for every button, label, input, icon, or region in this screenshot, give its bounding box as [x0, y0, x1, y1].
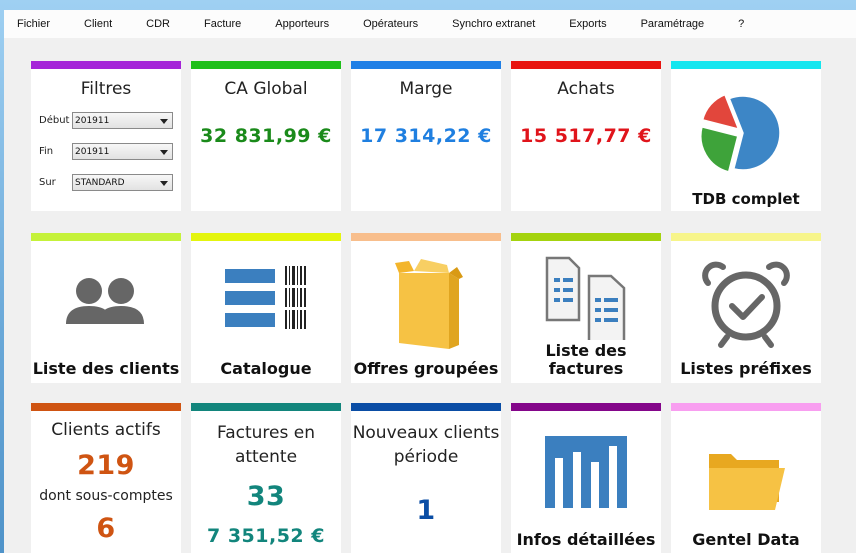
tdb-label: TDB complet [692, 190, 800, 208]
filter-sur-select[interactable]: STANDARD [72, 174, 173, 191]
filter-fin-label: Fin [39, 146, 54, 157]
filter-debut-select[interactable]: 201911 [72, 112, 173, 129]
nouveaux-color-bar [351, 403, 501, 411]
offres-label: Offres groupées [353, 359, 499, 378]
factures-label-line1: Liste des [545, 341, 627, 360]
menu-apporteurs[interactable]: Apporteurs [275, 18, 330, 30]
clients-label: Liste des clients [32, 359, 180, 378]
offres-groupees-tile[interactable]: Offres groupées [351, 233, 501, 383]
filter-fin-value: 201911 [75, 147, 110, 157]
ca-color-bar [191, 61, 341, 69]
achats-title: Achats [557, 79, 615, 99]
factures-attente-tile[interactable]: Factures en attente 33 7 351,52 € [191, 403, 341, 553]
filter-debut-label: Début [39, 115, 70, 126]
box-icon [395, 259, 463, 349]
tdb-complet-tile[interactable]: TDB complet [671, 61, 821, 211]
ca-title: CA Global [224, 79, 308, 99]
infos-label: Infos détaillées [516, 530, 656, 549]
nouveaux-value: 1 [416, 495, 436, 526]
catalogue-color-bar [191, 233, 341, 241]
listes-prefixes-tile[interactable]: Listes préfixes [671, 233, 821, 383]
filter-sur-row: Sur STANDARD [39, 174, 173, 191]
filter-sur-value: STANDARD [75, 178, 125, 188]
pie-slice [700, 125, 739, 173]
attente-amount: 7 351,52 € [207, 525, 325, 547]
liste-factures-tile[interactable]: Liste des factures [511, 233, 661, 383]
filter-fin-row: Fin 201911 [39, 143, 173, 160]
nouveaux-clients-tile[interactable]: Nouveaux clients période 1 [351, 403, 501, 553]
menu-cdr[interactable]: CDR [146, 18, 170, 30]
menu-facture[interactable]: Facture [203, 18, 242, 30]
chevron-down-icon [160, 150, 168, 155]
filter-debut-value: 201911 [75, 116, 110, 126]
barcode-list-icon [225, 266, 306, 329]
bar-chart-icon [545, 436, 627, 508]
alarm-clock-icon [702, 261, 790, 348]
users-icon [66, 278, 144, 324]
infos-color-bar [511, 403, 661, 411]
filter-fin-select[interactable]: 201911 [72, 143, 173, 160]
attente-count: 33 [246, 481, 286, 512]
prefixes-color-bar [671, 233, 821, 241]
menu-synchro-extranet[interactable]: Synchro extranet [452, 18, 536, 30]
factures-label-line2: factures [548, 359, 624, 378]
actifs-sub-value: 6 [96, 513, 116, 544]
achats-tile[interactable]: Achats 15 517,77 € [511, 61, 661, 211]
pie-slice [728, 95, 781, 171]
gentel-data-tile[interactable]: Gentel Data [671, 403, 821, 553]
achats-color-bar [511, 61, 661, 69]
filters-title: Filtres [80, 79, 132, 99]
catalogue-tile[interactable]: Catalogue [191, 233, 341, 383]
menu-help[interactable]: ? [738, 18, 745, 30]
dashboard: Filtres Début 201911 Fin 201911 Sur STAN… [4, 38, 856, 553]
catalogue-label: Catalogue [220, 359, 312, 378]
pie-slice [701, 93, 740, 131]
marge-title: Marge [399, 79, 453, 99]
menu-parametrage[interactable]: Paramétrage [640, 18, 705, 30]
menu-operateurs[interactable]: Opérateurs [363, 18, 419, 30]
documents-icon [545, 256, 626, 340]
offres-color-bar [351, 233, 501, 241]
gentel-color-bar [671, 403, 821, 411]
filters-color-bar [31, 61, 181, 69]
menu-exports[interactable]: Exports [569, 18, 607, 30]
nouveaux-title-line2: période [393, 447, 459, 467]
attente-title-line2: attente [234, 447, 298, 467]
clients-actifs-tile[interactable]: Clients actifs 219 dont sous-comptes 6 [31, 403, 181, 553]
factures-color-bar [511, 233, 661, 241]
filter-debut-row: Début 201911 [39, 112, 173, 129]
actifs-sub-label: dont sous-comptes [39, 488, 173, 504]
filter-sur-label: Sur [39, 177, 56, 188]
pie-chart-icon [700, 93, 781, 173]
menu-bar: Fichier Client CDR Facture Apporteurs Op… [4, 10, 856, 38]
infos-detaillees-tile[interactable]: Infos détaillées [511, 403, 661, 553]
chevron-down-icon [160, 119, 168, 124]
gentel-label: Gentel Data [692, 530, 800, 549]
chevron-down-icon [160, 181, 168, 186]
marge-tile[interactable]: Marge 17 314,22 € [351, 61, 501, 211]
prefixes-label: Listes préfixes [680, 359, 812, 378]
attente-color-bar [191, 403, 341, 411]
liste-clients-tile[interactable]: Liste des clients [31, 233, 181, 383]
clients-color-bar [31, 233, 181, 241]
folder-icon [709, 454, 785, 510]
menu-client[interactable]: Client [84, 18, 113, 30]
actifs-title: Clients actifs [51, 420, 161, 440]
actifs-value: 219 [77, 450, 135, 481]
ca-global-tile[interactable]: CA Global 32 831,99 € [191, 61, 341, 211]
marge-value: 17 314,22 € [360, 125, 492, 147]
tdb-color-bar [671, 61, 821, 69]
nouveaux-title-line1: Nouveaux clients [352, 423, 500, 443]
attente-title-line1: Factures en [217, 423, 315, 443]
actifs-color-bar [31, 403, 181, 411]
menu-fichier[interactable]: Fichier [17, 18, 51, 30]
marge-color-bar [351, 61, 501, 69]
achats-value: 15 517,77 € [520, 125, 652, 147]
filters-tile: Filtres Début 201911 Fin 201911 Sur STAN… [31, 61, 181, 211]
ca-value: 32 831,99 € [200, 125, 332, 147]
